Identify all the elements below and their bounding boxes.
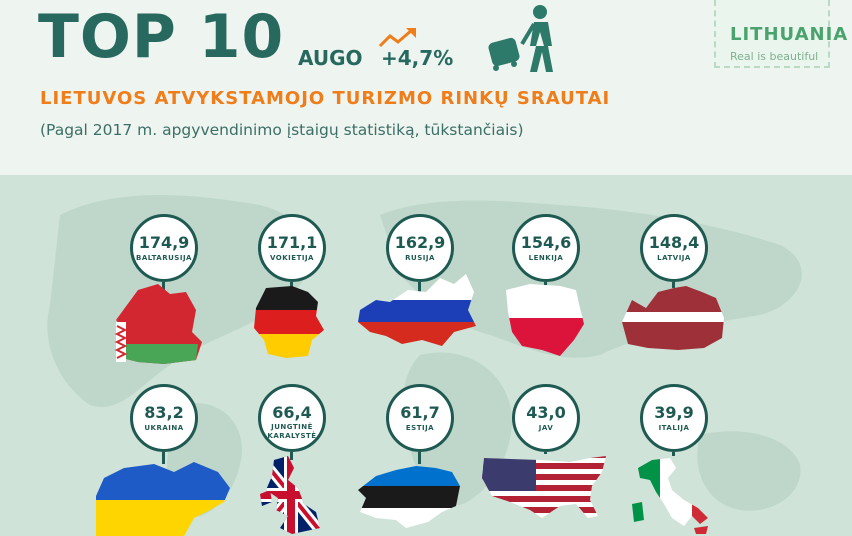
- country-name: LATVIJA: [657, 254, 691, 262]
- country-value: 174,9: [138, 233, 190, 252]
- country-value: 66,4: [272, 403, 312, 422]
- country-name: ITALIJA: [658, 424, 690, 432]
- country-card-vokietija: 171,1 VOKIETIJA: [254, 214, 386, 364]
- subtitle: LIETUVOS ATVYKSTAMOJO TURIZMO RINKŲ SRAU…: [40, 88, 611, 109]
- country-name: ESTIJA: [405, 424, 435, 432]
- estonia-flag-map: [358, 466, 460, 528]
- value-bubble: 61,7 ESTIJA: [386, 384, 454, 452]
- logo-title: LITHUANIA: [730, 24, 849, 45]
- country-value: 171,1: [266, 233, 318, 252]
- value-bubble: 83,2 UKRAINA: [130, 384, 198, 452]
- united-kingdom-flag-map: [260, 456, 320, 534]
- trend-up-arrow-icon: [378, 28, 416, 48]
- poland-flag-map: [506, 284, 584, 356]
- country-card-latvija: 148,4 LATVIJA: [622, 214, 768, 364]
- value-bubble: 66,4 JUNGTINĖ KARALYSTĖ: [258, 384, 326, 452]
- page-title: TOP 10: [38, 2, 285, 72]
- value-bubble: 174,9 BALTARUSIJA: [130, 214, 198, 282]
- country-value: 83,2: [144, 403, 184, 422]
- country-name: VOKIETIJA: [270, 254, 314, 262]
- value-bubble: 162,9 RUSIJA: [386, 214, 454, 282]
- value-bubble: 148,4 LATVIJA: [640, 214, 708, 282]
- usa-flag-map: [482, 456, 606, 518]
- ukraine-flag-map: [96, 462, 230, 536]
- country-name: RUSIJA: [405, 254, 435, 262]
- country-value: 162,9: [394, 233, 446, 252]
- country-value: 43,0: [526, 403, 566, 422]
- country-value: 148,4: [648, 233, 700, 252]
- value-bubble: 43,0 JAV: [512, 384, 580, 452]
- country-card-jav: 43,0 JAV: [482, 384, 640, 536]
- germany-flag-map: [254, 286, 324, 358]
- country-card-jungtine-karalyste: 66,4 JUNGTINĖ KARALYSTĖ: [258, 384, 386, 536]
- italy-flag-map: [632, 458, 708, 534]
- subtitle-note: (Pagal 2017 m. apgyvendinimo įstaigų sta…: [40, 121, 524, 139]
- belarus-flag-map: [114, 284, 202, 364]
- country-name: BALTARUSIJA: [136, 254, 192, 262]
- country-name: JAV: [538, 424, 554, 432]
- country-value: 61,7: [400, 403, 440, 422]
- logo-tagline: Real is beautiful: [730, 50, 819, 63]
- value-bubble: 154,6 LENKIJA: [512, 214, 580, 282]
- country-card-estija: 61,7 ESTIJA: [358, 384, 514, 536]
- header: TOP 10 AUGO +4,7% LIETUVOS ATVYKSTAMOJO …: [0, 0, 852, 175]
- russia-flag-map: [358, 274, 476, 346]
- country-card-ukraina: 83,2 UKRAINA: [96, 384, 258, 536]
- country-name: JUNGTINĖ KARALYSTĖ: [267, 423, 317, 440]
- country-value: 39,9: [654, 403, 694, 422]
- growth-value: +4,7%: [381, 46, 454, 70]
- latvia-flag-map: [622, 286, 724, 350]
- value-bubble: 39,9 ITALIJA: [640, 384, 708, 452]
- lithuania-logo: LITHUANIA Real is beautiful: [714, 0, 847, 68]
- country-card-italija: 39,9 ITALIJA: [632, 384, 768, 536]
- country-card-baltarusija: 174,9 BALTARUSIJA: [114, 214, 258, 364]
- growth-label: AUGO: [298, 46, 363, 70]
- traveler-with-suitcase-icon: [488, 5, 553, 72]
- country-value: 154,6: [520, 233, 572, 252]
- country-card-rusija: 162,9 RUSIJA: [358, 214, 514, 364]
- value-bubble: 171,1 VOKIETIJA: [258, 214, 326, 282]
- country-card-lenkija: 154,6 LENKIJA: [506, 214, 640, 364]
- country-name: LENKIJA: [528, 254, 564, 262]
- country-name: UKRAINA: [144, 424, 184, 432]
